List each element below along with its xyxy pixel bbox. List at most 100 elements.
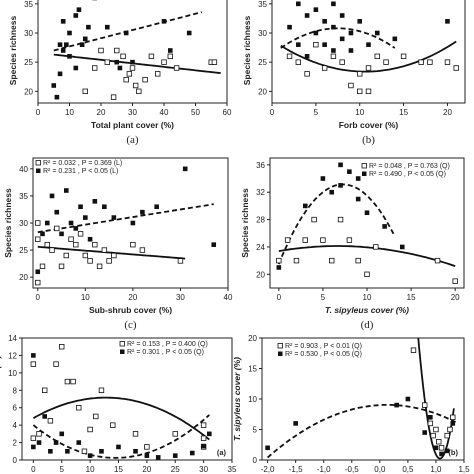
- x-axis-label: Total plant cover (%): [91, 120, 174, 130]
- point-filled: [60, 48, 66, 53]
- point-open: [39, 263, 46, 270]
- point-open: [346, 237, 353, 243]
- point-open: [68, 236, 74, 242]
- x-tick-label: 5: [60, 465, 65, 474]
- plot-frame: [271, 0, 466, 104]
- point-filled: [211, 242, 217, 247]
- point-filled: [53, 440, 59, 445]
- point-open: [400, 53, 407, 60]
- point-filled: [78, 204, 83, 210]
- point-filled: [433, 445, 439, 451]
- plot-area: [30, 344, 212, 460]
- legend-entry: R² = 0.153 , P = 0.400 (Q): [127, 341, 208, 348]
- x-tick-label: 60: [223, 108, 232, 117]
- point-filled: [374, 30, 380, 36]
- y-tick-label: 8: [13, 386, 18, 395]
- y-tick-label: 28: [256, 216, 265, 225]
- x-tick-label: 1,0: [430, 465, 442, 474]
- point-open: [286, 53, 293, 60]
- point-filled: [201, 443, 206, 449]
- plot-area: [265, 338, 456, 460]
- point-filled: [130, 220, 136, 226]
- point-filled: [331, 24, 336, 30]
- point-open: [436, 438, 442, 445]
- fit-line-dashed: [280, 27, 396, 49]
- x-tick-label: 40: [160, 108, 169, 117]
- point-open: [35, 220, 41, 226]
- point-filled: [355, 196, 361, 202]
- point-open: [132, 82, 139, 89]
- x-tick-label: 5: [321, 293, 326, 302]
- point-open: [364, 271, 370, 278]
- y-tick-label: 5: [253, 426, 258, 435]
- point-filled: [68, 220, 74, 226]
- point-open: [132, 431, 139, 437]
- y-tick-label: 10: [8, 369, 17, 378]
- point-filled: [338, 162, 343, 168]
- point-filled: [54, 209, 60, 215]
- point-filled: [186, 30, 192, 36]
- y-tick-label: 0: [253, 456, 258, 465]
- point-open: [173, 65, 180, 71]
- fit-line-dashed: [266, 404, 456, 459]
- point-filled: [64, 42, 69, 47]
- point-filled: [116, 444, 121, 450]
- point-filled: [206, 431, 212, 437]
- point-filled: [339, 36, 345, 42]
- point-filled: [322, 19, 327, 24]
- point-open: [96, 263, 103, 270]
- point-filled: [114, 59, 120, 65]
- point-open: [129, 65, 136, 71]
- point-open: [54, 225, 60, 232]
- point-open: [106, 258, 112, 264]
- plot-area: [35, 166, 217, 286]
- point-open: [339, 59, 345, 65]
- point-filled: [130, 59, 135, 65]
- point-open: [302, 237, 308, 243]
- point-filled: [111, 215, 117, 220]
- point-filled: [276, 265, 282, 270]
- point-open: [139, 247, 146, 253]
- point-open: [427, 59, 433, 65]
- point-filled: [144, 453, 150, 458]
- point-filled: [320, 176, 326, 181]
- panel-letter: (d): [361, 319, 374, 331]
- point-open: [444, 432, 450, 439]
- point-filled: [313, 7, 319, 12]
- point-filled: [59, 431, 65, 437]
- y-tick-label: 2: [13, 439, 18, 448]
- y-axis-label: Species richness: [8, 16, 18, 86]
- point-open: [35, 236, 41, 242]
- point-filled: [82, 36, 88, 42]
- point-open: [114, 47, 120, 54]
- point-filled: [450, 421, 456, 426]
- point-open: [430, 432, 436, 439]
- point-filled: [31, 444, 36, 450]
- point-filled: [444, 448, 450, 454]
- point-open: [64, 378, 71, 385]
- point-open: [365, 65, 372, 71]
- point-open: [357, 71, 363, 77]
- point-filled: [357, 19, 363, 24]
- x-tick-label: 30: [199, 465, 208, 474]
- point-filled: [182, 166, 188, 172]
- point-filled: [123, 30, 129, 36]
- legend-entry: R² = 0.301 , P < 0.05 (Q): [127, 349, 204, 356]
- fit-line-solid: [280, 40, 457, 73]
- point-filled: [304, 13, 310, 18]
- point-filled: [382, 224, 387, 229]
- legend-marker-open: [277, 343, 283, 349]
- point-open: [313, 41, 319, 48]
- point-filled: [338, 183, 343, 188]
- point-open: [355, 257, 361, 264]
- y-tick-label: 25: [258, 58, 267, 67]
- x-tick-label: 0: [270, 108, 275, 117]
- point-open: [36, 431, 42, 437]
- point-filled: [445, 19, 450, 24]
- point-open: [154, 71, 161, 77]
- point-filled: [405, 396, 411, 402]
- point-filled: [347, 169, 352, 174]
- point-filled: [76, 7, 82, 12]
- point-filled: [65, 448, 70, 454]
- point-filled: [42, 414, 48, 419]
